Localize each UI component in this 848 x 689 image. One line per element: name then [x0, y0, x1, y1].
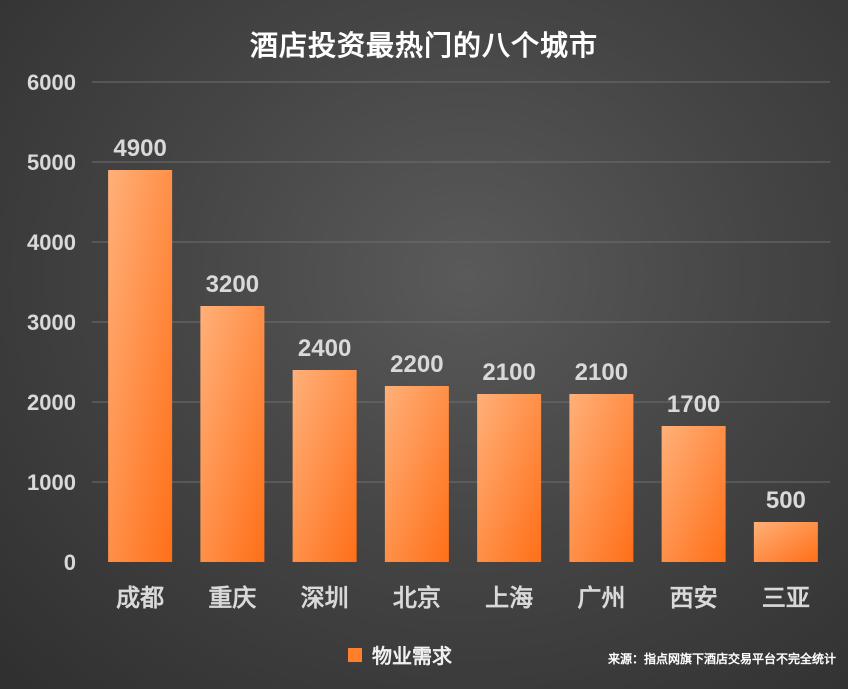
legend-swatch	[348, 647, 362, 662]
y-tick-label: 5000	[27, 150, 76, 175]
x-tick-label: 上海	[485, 584, 533, 612]
bar-5	[569, 394, 634, 562]
data-label: 2100	[482, 359, 535, 386]
data-label: 2100	[575, 359, 628, 386]
bars	[108, 170, 818, 562]
bar-6	[661, 426, 726, 562]
bar-4	[477, 394, 542, 562]
bar-3	[384, 386, 449, 562]
x-axis-ticks: 成都 重庆 深圳 北京 上海 广州 西安 三亚	[116, 584, 810, 612]
legend-label: 物业需求	[372, 644, 452, 668]
y-tick-label: 2000	[27, 390, 76, 415]
y-tick-label: 1000	[27, 470, 76, 495]
chart-title: 酒店投资最热门的八个城市	[249, 29, 598, 62]
y-axis-ticks: 0 1000 2000 3000 4000 5000 6000	[27, 70, 76, 575]
data-label: 500	[766, 487, 806, 514]
x-tick-label: 广州	[577, 584, 625, 612]
data-label: 1700	[667, 391, 720, 418]
data-labels: 4900 3200 2400 2200 2100 2100 1700 500	[113, 135, 805, 514]
y-tick-label: 0	[64, 550, 76, 575]
x-tick-label: 西安	[670, 584, 718, 612]
y-tick-label: 3000	[27, 310, 76, 335]
x-tick-label: 重庆	[208, 584, 256, 612]
data-label: 3200	[206, 271, 259, 298]
data-label: 2200	[390, 351, 443, 378]
legend: 物业需求	[348, 640, 452, 669]
bar-1	[200, 306, 265, 562]
bar-0	[108, 170, 173, 562]
x-tick-label: 深圳	[301, 584, 349, 612]
bar-2	[292, 370, 357, 562]
source-note: 来源：指点网旗下酒店交易平台不完全统计	[607, 652, 836, 666]
x-tick-label: 成都	[116, 584, 164, 612]
y-tick-label: 6000	[27, 70, 76, 95]
data-label: 2400	[298, 335, 351, 362]
data-label: 4900	[113, 135, 166, 162]
x-tick-label: 三亚	[762, 584, 810, 612]
bar-7	[753, 522, 818, 562]
x-tick-label: 北京	[393, 584, 441, 612]
y-tick-label: 4000	[27, 230, 76, 255]
